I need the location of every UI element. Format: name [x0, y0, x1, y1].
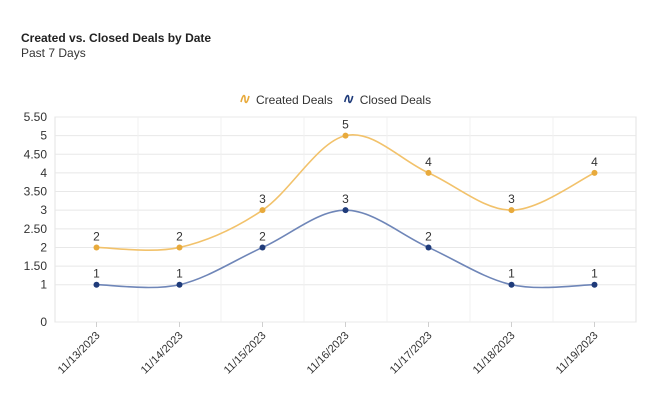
y-tick-label: 4.50	[24, 147, 48, 161]
y-tick-label: 3.50	[24, 185, 48, 199]
data-point	[425, 244, 432, 251]
y-tick-label: 5.50	[24, 110, 48, 124]
y-tick-label: 2.50	[24, 222, 48, 236]
data-label: 2	[93, 229, 100, 243]
data-label: 5	[342, 118, 349, 132]
data-label: 1	[591, 267, 598, 281]
y-tick-label: 5	[40, 129, 47, 143]
data-label: 3	[508, 192, 515, 206]
x-tick-label: 11/15/2023	[222, 330, 269, 377]
x-tick-label: 11/18/2023	[471, 330, 518, 377]
data-point	[508, 281, 515, 288]
data-label: 2	[176, 229, 183, 243]
data-point	[342, 207, 349, 214]
chart-title: Created vs. Closed Deals by Date	[21, 31, 212, 45]
x-tick-label: 11/13/2023	[56, 330, 103, 377]
data-label: 1	[176, 267, 183, 281]
data-point	[93, 281, 100, 288]
curve-icon	[343, 94, 354, 104]
y-tick-label: 0	[40, 315, 47, 329]
data-label: 1	[508, 267, 515, 281]
data-point	[93, 244, 100, 251]
data-label: 4	[425, 155, 432, 169]
data-point	[176, 244, 183, 251]
x-tick-label: 11/19/2023	[554, 330, 601, 377]
data-label: 2	[259, 229, 266, 243]
data-label: 2	[425, 229, 432, 243]
chart-subtitle: Past 7 Days	[21, 46, 86, 60]
data-point	[591, 281, 598, 288]
y-tick-label: 1	[40, 278, 47, 292]
data-point	[508, 207, 515, 214]
data-label: 3	[342, 192, 349, 206]
y-tick-label: 3	[40, 203, 47, 217]
data-label: 3	[259, 192, 266, 206]
data-label: 1	[93, 267, 100, 281]
data-point	[342, 132, 349, 139]
x-tick-label: 11/14/2023	[139, 330, 186, 377]
data-point	[259, 207, 266, 214]
x-tick-label: 11/17/2023	[388, 330, 435, 377]
y-tick-label: 1.50	[24, 259, 48, 273]
data-point	[425, 169, 432, 176]
y-tick-label: 4	[40, 166, 47, 180]
legend-label-closed-deals: Closed Deals	[360, 93, 431, 107]
curve-icon	[240, 94, 250, 104]
y-tick-label: 2	[40, 240, 47, 254]
data-label: 4	[591, 155, 598, 169]
data-point	[259, 244, 266, 251]
legend-label-created-deals: Created Deals	[256, 93, 333, 107]
data-point	[176, 281, 183, 288]
plot-area	[54, 116, 637, 323]
data-point	[591, 169, 598, 176]
x-tick-label: 11/16/2023	[305, 330, 352, 377]
